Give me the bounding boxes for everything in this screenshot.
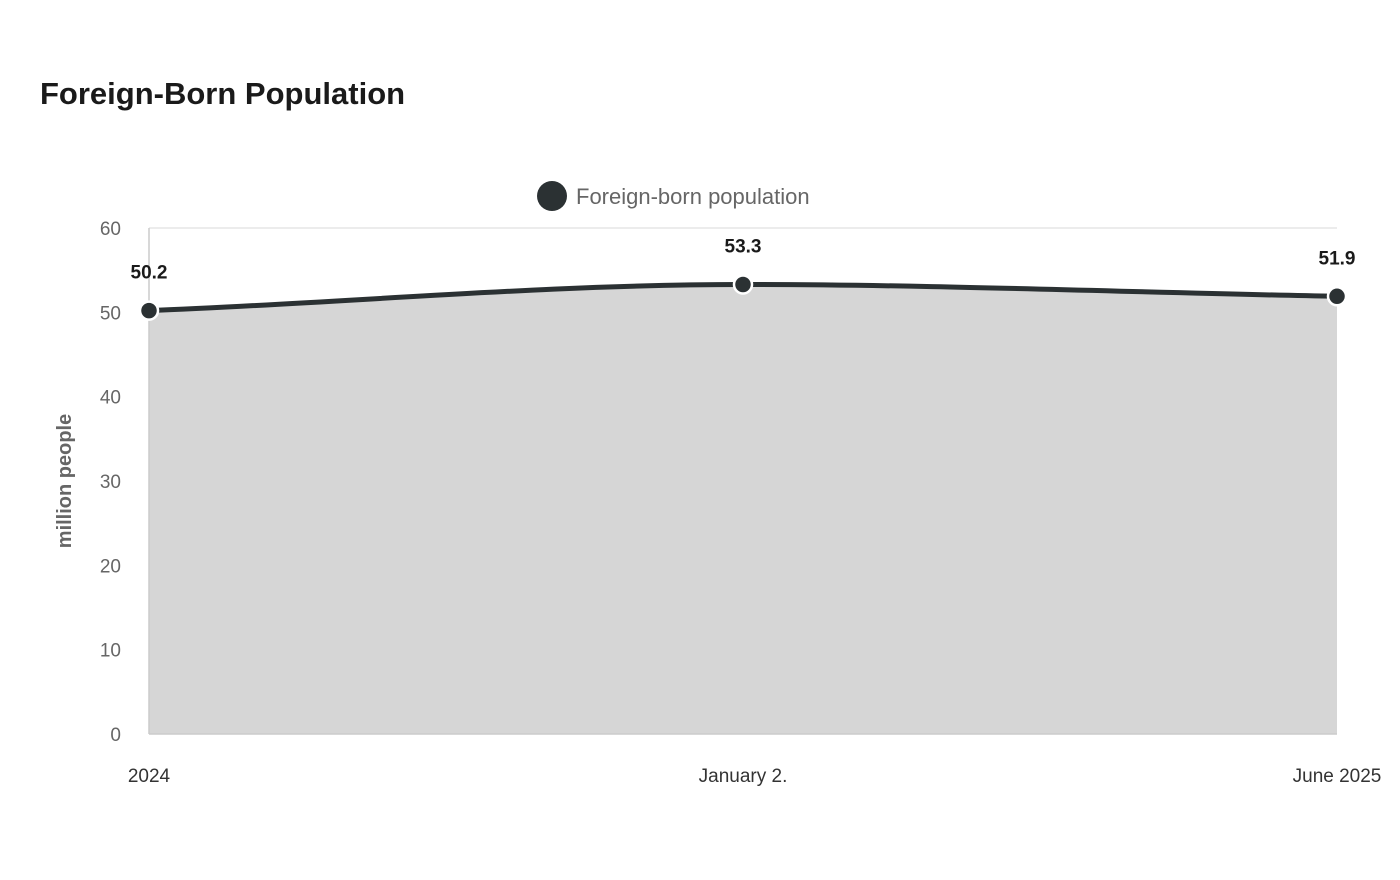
data-label: 51.9 [1319, 248, 1356, 269]
y-tick-label: 10 [100, 641, 121, 662]
data-point[interactable] [1326, 286, 1348, 307]
data-point[interactable] [732, 274, 754, 295]
x-tick-label: 2024 [128, 766, 171, 787]
y-tick-label: 20 [100, 556, 121, 577]
x-tick-label: January 2. [699, 766, 788, 787]
data-label: 50.2 [131, 263, 168, 284]
area-fill [149, 284, 1337, 734]
legend-label: Foreign-born population [576, 184, 810, 209]
x-tick-label: June 2025 [1293, 766, 1382, 787]
data-labels: 50.2 53.3 51.9 [131, 237, 1356, 284]
y-tick-label: 30 [100, 472, 121, 493]
data-point[interactable] [138, 300, 160, 321]
y-tick-label: 0 [110, 725, 121, 746]
legend-marker [537, 181, 567, 211]
y-tick-label: 40 [100, 388, 121, 409]
y-tick-label: 50 [100, 303, 121, 324]
x-axis-ticks: 2024 January 2. June 2025 [128, 766, 1382, 787]
chart-title: Foreign-Born Population [40, 76, 406, 111]
y-tick-label: 60 [100, 219, 121, 240]
legend[interactable]: Foreign-born population [537, 181, 810, 211]
y-axis-ticks: 0 10 20 30 40 50 60 [100, 219, 121, 746]
data-points [138, 274, 1348, 321]
y-axis-label: million people [54, 414, 76, 548]
data-label: 53.3 [725, 237, 762, 258]
